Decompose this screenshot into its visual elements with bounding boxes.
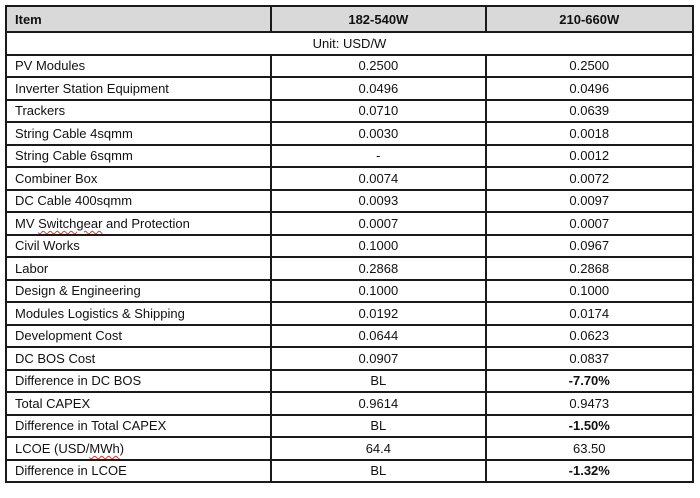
table-row: Difference in LCOE BL -1.32% (4, 458, 695, 483)
value-cell-v1: 0.9614 (270, 391, 487, 416)
value-cell-v2: 63.50 (484, 436, 695, 461)
table-row: Trackers 0.0710 0.0639 (4, 98, 695, 123)
value-cell-v1: BL (270, 368, 487, 393)
value-cell-v1: 0.2500 (270, 53, 487, 78)
value-cell-v1: 0.0030 (270, 121, 487, 146)
table-row: PV Modules 0.2500 0.2500 (4, 53, 695, 78)
value-cell-v2: 0.9473 (484, 391, 695, 416)
item-cell: Difference in Total CAPEX (4, 413, 273, 438)
value-cell-v2: 0.1000 (484, 278, 695, 303)
table-row: Civil Works 0.1000 0.0967 (4, 233, 695, 258)
table-row: Labor 0.2868 0.2868 (4, 256, 695, 281)
unit-label: Unit: USD/W (5, 31, 694, 56)
table-row: Difference in DC BOS BL -7.70% (4, 368, 695, 393)
item-cell: Difference in LCOE (4, 458, 273, 483)
item-cell: Design & Engineering (4, 278, 273, 303)
column-header-210-660w: 210-660W (484, 5, 695, 33)
value-cell-v2: 0.0496 (484, 76, 695, 101)
item-cell: LCOE (USD/MWh) (4, 436, 273, 461)
value-cell-v2: -1.32% (484, 458, 695, 483)
value-cell-v1: 0.2868 (270, 256, 487, 281)
misspelled-word: MWh (89, 440, 120, 456)
value-cell-v2: 0.0639 (484, 98, 695, 123)
table-body: PV Modules 0.2500 0.2500 Inverter Station E… (4, 53, 695, 483)
value-cell-v1: - (270, 143, 487, 168)
item-cell: PV Modules (4, 53, 273, 78)
header-row: Item 182-540W 210-660W (4, 5, 695, 33)
table-row: Modules Logistics & Shipping 0.0192 0.0174 (4, 301, 695, 326)
table-row: Total CAPEX 0.9614 0.9473 (4, 391, 695, 416)
value-cell-v2: 0.0072 (484, 166, 695, 191)
value-cell-v1: 0.1000 (270, 233, 487, 258)
item-cell: Combiner Box (4, 166, 273, 191)
item-cell: Modules Logistics & Shipping (4, 301, 273, 326)
value-cell-v1: BL (270, 458, 487, 483)
table-row: Design & Engineering 0.1000 0.1000 (4, 278, 695, 303)
value-cell-v2: 0.0012 (484, 143, 695, 168)
misspelled-word: Switchgear (38, 215, 103, 231)
cost-comparison-table: Item 182-540W 210-660W Unit: USD/W PV Mo… (4, 5, 695, 483)
unit-row: Unit: USD/W (5, 31, 694, 56)
item-cell: Development Cost (4, 323, 273, 348)
table-row: DC Cable 400sqmm 0.0093 0.0097 (4, 188, 695, 213)
value-cell-v2: 0.0007 (484, 211, 695, 236)
item-cell: DC BOS Cost (4, 346, 273, 371)
table-row: Development Cost 0.0644 0.0623 (4, 323, 695, 348)
value-cell-v1: 0.1000 (270, 278, 487, 303)
table-row: String Cable 6sqmm -0.0012 (4, 143, 695, 168)
item-cell: Total CAPEX (4, 391, 273, 416)
value-cell-v1: 0.0644 (270, 323, 487, 348)
item-cell: Trackers (4, 98, 273, 123)
table-row: LCOE (USD/MWh) 64.4 63.50 (4, 436, 695, 461)
value-cell-v2: 0.0623 (484, 323, 695, 348)
item-cell: Civil Works (4, 233, 273, 258)
value-cell-v1: 0.0710 (270, 98, 487, 123)
item-cell: Inverter Station Equipment (4, 76, 273, 101)
table-row: MV Switchgear and Protection 0.0007 0.0007 (4, 211, 695, 236)
item-cell: DC Cable 400sqmm (4, 188, 273, 213)
value-cell-v2: 0.2500 (484, 53, 695, 78)
value-cell-v1: BL (270, 413, 487, 438)
value-cell-v2: -7.70% (484, 368, 695, 393)
table-row: DC BOS Cost 0.0907 0.0837 (4, 346, 695, 371)
value-cell-v2: 0.2868 (484, 256, 695, 281)
table-row: Difference in Total CAPEX BL -1.50% (4, 413, 695, 438)
value-cell-v1: 0.0074 (270, 166, 487, 191)
column-header-item: Item (4, 5, 273, 33)
value-cell-v1: 0.0007 (270, 211, 487, 236)
item-cell: MV Switchgear and Protection (4, 211, 273, 236)
value-cell-v2: 0.0018 (484, 121, 695, 146)
item-cell: String Cable 6sqmm (4, 143, 273, 168)
value-cell-v1: 0.0496 (270, 76, 487, 101)
table-row: String Cable 4sqmm 0.0030 0.0018 (4, 121, 695, 146)
value-cell-v1: 64.4 (270, 436, 487, 461)
table-row: Inverter Station Equipment 0.0496 0.0496 (4, 76, 695, 101)
value-cell-v1: 0.0192 (270, 301, 487, 326)
value-cell-v2: 0.0097 (484, 188, 695, 213)
value-cell-v2: 0.0174 (484, 301, 695, 326)
table-row: Combiner Box 0.0074 0.0072 (4, 166, 695, 191)
item-cell: Labor (4, 256, 273, 281)
value-cell-v2: -1.50% (484, 413, 695, 438)
value-cell-v2: 0.0837 (484, 346, 695, 371)
item-cell: String Cable 4sqmm (4, 121, 273, 146)
value-cell-v1: 0.0093 (270, 188, 487, 213)
value-cell-v1: 0.0907 (270, 346, 487, 371)
item-cell: Difference in DC BOS (4, 368, 273, 393)
value-cell-v2: 0.0967 (484, 233, 695, 258)
column-header-182-540w: 182-540W (270, 5, 487, 33)
